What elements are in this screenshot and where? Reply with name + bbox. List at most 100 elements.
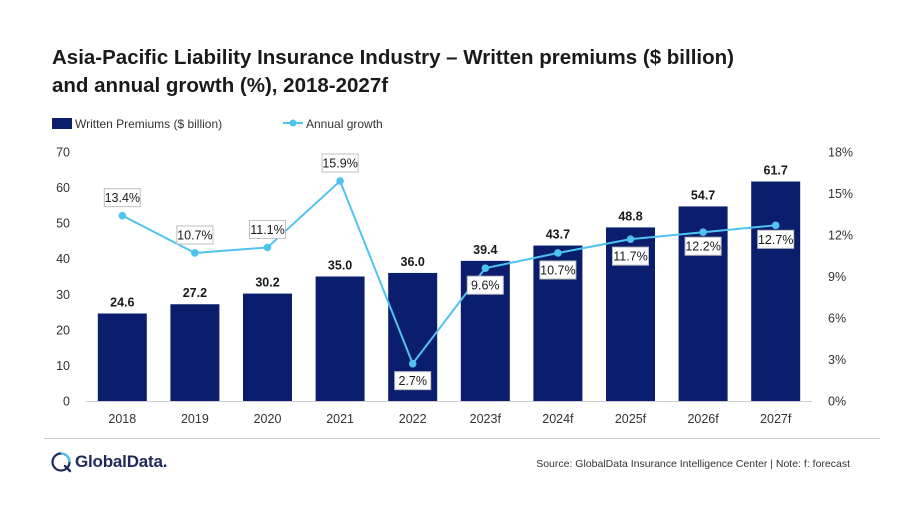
growth-value-label: 15.9% xyxy=(321,153,359,173)
growth-value-text: 11.7% xyxy=(613,250,648,264)
growth-value-label: 11.7% xyxy=(612,246,649,266)
growth-value-box xyxy=(103,188,141,208)
bar xyxy=(243,293,292,401)
growth-value-text: 9.6% xyxy=(471,279,500,293)
growth-value-box xyxy=(757,229,795,249)
growth-value-label: 13.4% xyxy=(103,188,141,208)
x-tick-label: 2022 xyxy=(399,412,427,426)
chart-title: Asia-Pacific Liability Insurance Industr… xyxy=(52,44,852,100)
growth-point xyxy=(481,264,490,273)
growth-line-path xyxy=(121,179,776,366)
globaldata-logo-icon xyxy=(51,452,72,473)
growth-value-text: 15.9% xyxy=(322,157,357,171)
bar-value-label: 30.2 xyxy=(255,276,279,290)
footer-divider xyxy=(44,438,880,439)
growth-value-text: 12.2% xyxy=(685,240,720,254)
growth-point xyxy=(118,211,127,220)
bar-value-label: 48.8 xyxy=(618,209,642,223)
y-right-tick-label: 15% xyxy=(828,187,853,201)
bar-value-label: 61.7 xyxy=(764,164,788,178)
x-tick-label: 2026f xyxy=(687,412,719,426)
growth-value-box xyxy=(249,219,286,239)
legend-line-marker xyxy=(289,119,297,127)
globaldata-logo: GlobalData. xyxy=(50,450,167,474)
growth-point xyxy=(336,177,344,185)
bar xyxy=(315,276,365,401)
growth-value-box xyxy=(176,225,214,245)
x-tick-label: 2027f xyxy=(760,412,792,426)
growth-point xyxy=(699,228,707,237)
growth-value-box xyxy=(394,371,432,391)
growth-value-text: 10.7% xyxy=(177,228,212,242)
y-right-tick-label: 3% xyxy=(828,353,846,367)
y-left-tick-label: 20 xyxy=(56,323,70,337)
bar-value-label: 39.4 xyxy=(473,243,497,257)
bar-labels: 24.6 27.2 30.2 35.0 36.0 39.4 43.7 48.8 54.7 61.7 xyxy=(110,164,788,310)
growth-point xyxy=(771,221,780,230)
y-left-tick-label: 30 xyxy=(56,288,70,302)
growth-value-box xyxy=(466,275,504,295)
growth-value-label: 12.7% xyxy=(757,229,795,249)
y-left-tick-label: 10 xyxy=(56,359,70,373)
growth-value-label: 12.2% xyxy=(684,236,722,256)
bars xyxy=(97,181,801,401)
growth-labels: 13.4% 10.7% 11.1% 15.9% 2.7% 9.6% 10.7% 11.7% 12… xyxy=(103,153,795,391)
growth-value-box xyxy=(321,153,359,173)
growth-value-text: 2.7% xyxy=(398,374,427,388)
bar-value-label: 24.6 xyxy=(110,295,134,309)
growth-value-box xyxy=(612,246,649,266)
growth-value-text: 13.4% xyxy=(105,191,140,205)
bar xyxy=(97,313,147,401)
legend-line-label: Annual growth xyxy=(306,117,383,131)
growth-value-label: 11.1% xyxy=(249,219,286,239)
y-right-tick-label: 9% xyxy=(828,270,846,284)
growth-value-box xyxy=(539,260,577,280)
growth-point xyxy=(408,359,417,368)
x-tick-label: 2018 xyxy=(108,412,136,426)
y-right-tick-label: 12% xyxy=(828,229,853,243)
bar-value-label: 54.7 xyxy=(691,188,715,202)
growth-point xyxy=(263,243,272,252)
y-left-tick-label: 60 xyxy=(56,181,70,195)
growth-value-label: 10.7% xyxy=(539,260,577,280)
y-left-tick-label: 40 xyxy=(56,252,70,266)
growth-point xyxy=(191,249,199,257)
growth-value-box xyxy=(684,236,722,256)
y-left-tick-label: 0 xyxy=(63,395,70,409)
bar-value-label: 35.0 xyxy=(328,259,352,273)
chart-title-line-1: Asia-Pacific Liability Insurance Industr… xyxy=(52,46,734,69)
growth-line xyxy=(118,177,780,368)
growth-value-label: 10.7% xyxy=(176,225,214,245)
x-tick-label: 2025f xyxy=(615,412,647,426)
y-right-tick-label: 0% xyxy=(828,395,846,409)
x-tick-label: 2019 xyxy=(181,412,209,426)
x-tick-label: 2021 xyxy=(326,412,354,426)
bar-value-label: 36.0 xyxy=(401,255,425,269)
bar xyxy=(170,304,220,401)
bar-value-label: 43.7 xyxy=(546,228,570,242)
growth-value-label: 2.7% xyxy=(394,371,432,391)
axes: 0 10 20 30 40 50 60 70 0% 3% 6% 9% 12% 15% 18% 2018 2019… xyxy=(56,146,853,427)
legend-bar-label: Written Premiums ($ billion) xyxy=(75,117,222,131)
growth-point xyxy=(554,249,562,257)
y-right-tick-label: 18% xyxy=(828,146,853,160)
growth-value-text: 11.1% xyxy=(250,223,285,237)
legend: Written Premiums ($ billion) Annual grow… xyxy=(52,117,383,131)
legend-bar-swatch xyxy=(52,118,72,129)
x-tick-label: 2023f xyxy=(470,412,502,426)
growth-value-text: 12.7% xyxy=(758,233,793,247)
x-tick-label: 2020 xyxy=(254,412,282,426)
y-left-tick-label: 70 xyxy=(56,146,70,160)
growth-value-label: 9.6% xyxy=(466,275,504,295)
growth-point xyxy=(626,235,635,243)
x-tick-label: 2024f xyxy=(542,412,574,426)
bar xyxy=(751,181,801,401)
source-note: Source: GlobalData Insurance Intelligenc… xyxy=(536,458,850,470)
chart-title-line-2: and annual growth (%), 2018-2027f xyxy=(52,74,389,97)
y-left-tick-label: 50 xyxy=(56,217,70,231)
bar-value-label: 27.2 xyxy=(183,286,207,300)
growth-value-text: 10.7% xyxy=(540,263,575,277)
y-right-tick-label: 6% xyxy=(828,312,846,326)
globaldata-logo-text: GlobalData. xyxy=(75,452,168,471)
